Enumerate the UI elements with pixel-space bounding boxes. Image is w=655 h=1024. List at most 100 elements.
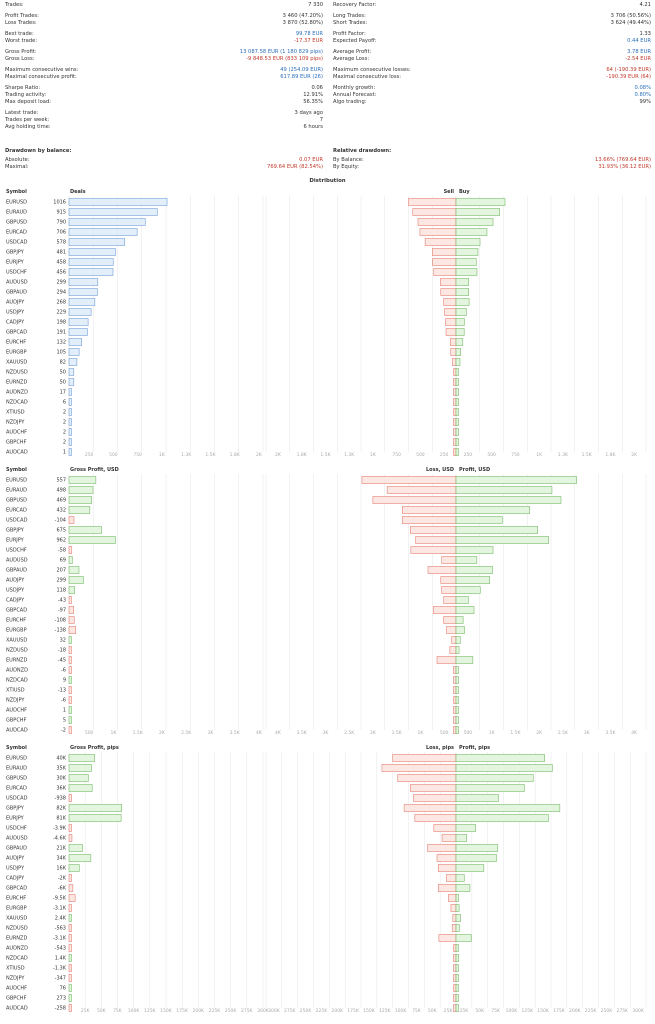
stat-row: Worst trade: -17.37 EUR [5, 38, 323, 45]
left-bar [68, 526, 102, 534]
right-axis-tick: 75K [491, 1008, 501, 1014]
right-axis-tick: 250 [464, 452, 473, 458]
stat-row: Profit Trades: 3 460 (47.20%) [5, 13, 323, 20]
buy-bar [455, 348, 461, 356]
left-bar [68, 934, 72, 942]
value-label: -6 [61, 698, 66, 704]
drawdown-by-balance: Drawdown by balance: Absolute: 0.07 EUR Ma… [5, 148, 323, 174]
symbol-label: AUDCHF [6, 430, 27, 436]
buy-bar [455, 576, 490, 584]
value-label: 35K [56, 766, 66, 772]
stat-value: 99.78 EUR [295, 31, 323, 37]
symbol-label: XAUUSD [6, 638, 27, 644]
value-label: -4.6K [53, 836, 67, 842]
right-axis-tick: 100K [506, 1008, 519, 1014]
left-bar [68, 566, 80, 574]
sell-bar [372, 496, 457, 504]
symbol-label: GBPJPY [6, 250, 25, 256]
sell-bar [453, 984, 457, 992]
stat-row: Maximal consecutive profit: 617.89 EUR (2… [5, 74, 323, 81]
symbol-label: AUDCHF [6, 708, 27, 714]
sell-bar [453, 1004, 457, 1012]
symbol-label: EURJPY [6, 538, 25, 544]
stat-value: 0.08% [634, 85, 651, 91]
left-axis-tick: 1.5K [133, 730, 144, 736]
left-chart-title: Gross Profit, USD [70, 467, 119, 473]
buy-bar [455, 278, 469, 286]
right-axis-tick: 500 [487, 452, 496, 458]
symbol-label: AUDCAD [6, 450, 28, 456]
stat-value: 7 [319, 117, 323, 123]
right-axis-tick: 50K [428, 1008, 438, 1014]
drawdown-row: Absolute: 0.07 EUR [5, 157, 323, 164]
symbol-label: NZDJPY [6, 976, 25, 982]
stat-label: Profit Trades: [5, 13, 39, 19]
stat-label: Recovery Factor: [333, 2, 377, 8]
stat-value: 3 460 (47.20%) [282, 13, 323, 19]
symbol-label: GBPCAD [6, 608, 27, 614]
symbol-label: USDCHF [6, 270, 27, 276]
symbol-label: NZDCAD [6, 400, 28, 406]
value-label: -258 [55, 1006, 66, 1012]
value-label: -2 [61, 728, 66, 734]
right-axis-tick: 1.5K [320, 452, 331, 458]
symbol-header: Symbol [6, 745, 27, 751]
stat-value: 12.91% [303, 92, 323, 98]
stat-row: Expected Payoff: 0.44 EUR [333, 38, 651, 45]
left-bar [68, 716, 72, 724]
stat-value: 49 (254.09 EUR) [280, 67, 323, 73]
buy-bar [455, 328, 465, 336]
symbol-label: EURNZD [6, 936, 27, 942]
stat-row: Long Trades: 3 706 (50.56%) [333, 13, 651, 20]
value-label: 6 [63, 400, 66, 406]
stat-label: Gross Profit: [5, 49, 37, 55]
buy-bar [455, 894, 459, 902]
buy-bar [455, 954, 460, 962]
left-bar [68, 536, 116, 544]
left-bar [68, 398, 72, 406]
left-bar [68, 506, 91, 514]
buy-bar [455, 476, 577, 484]
buy-bar [455, 258, 477, 266]
stat-label: Trades: [5, 2, 24, 8]
sell-bar [453, 378, 457, 386]
sell-bar [432, 258, 457, 266]
left-bar [68, 834, 73, 842]
sell-bar [453, 368, 457, 376]
buy-bar [455, 506, 530, 514]
left-axis-tick: 4K [256, 730, 263, 736]
sell-bar [441, 556, 457, 564]
right-axis-tick: 750 [392, 452, 401, 458]
right-axis-tick: 150K [363, 1008, 376, 1014]
right-chart-title-right: Profit, USD [459, 467, 490, 473]
sell-bar [453, 676, 457, 684]
value-label: 50 [60, 370, 66, 376]
sell-bar [438, 884, 457, 892]
sell-bar [433, 824, 457, 832]
right-axis-tick: 1.8K [297, 452, 308, 458]
left-axis-tick: 2.5K [181, 730, 192, 736]
right-axis-tick: 250 [440, 452, 449, 458]
value-label: -43 [58, 598, 66, 604]
buy-bar [455, 318, 465, 326]
drawdown-by-balance-title: Drawdown by balance: [5, 148, 72, 154]
sell-bar [443, 596, 457, 604]
left-axis-tick: 125K [144, 1008, 157, 1014]
right-axis-tick: 1K [370, 452, 377, 458]
right-axis-tick: 200K [331, 1008, 344, 1014]
buy-bar [455, 716, 459, 724]
buy-bar [455, 686, 459, 694]
sell-bar [453, 964, 457, 972]
stat-value: 56.35% [303, 99, 323, 105]
left-axis-tick: 225K [209, 1008, 222, 1014]
buy-bar [455, 984, 459, 992]
stat-row: Average Loss: -2.54 EUR [333, 56, 651, 63]
symbol-label: AUDNZD [6, 946, 28, 952]
buy-bar [455, 388, 459, 396]
sell-bar [452, 914, 457, 922]
stat-label: Maximal consecutive loss: [333, 74, 401, 80]
value-label: 481 [56, 250, 66, 256]
stat-value: 0.80% [634, 92, 651, 98]
left-axis-tick: 150K [160, 1008, 173, 1014]
